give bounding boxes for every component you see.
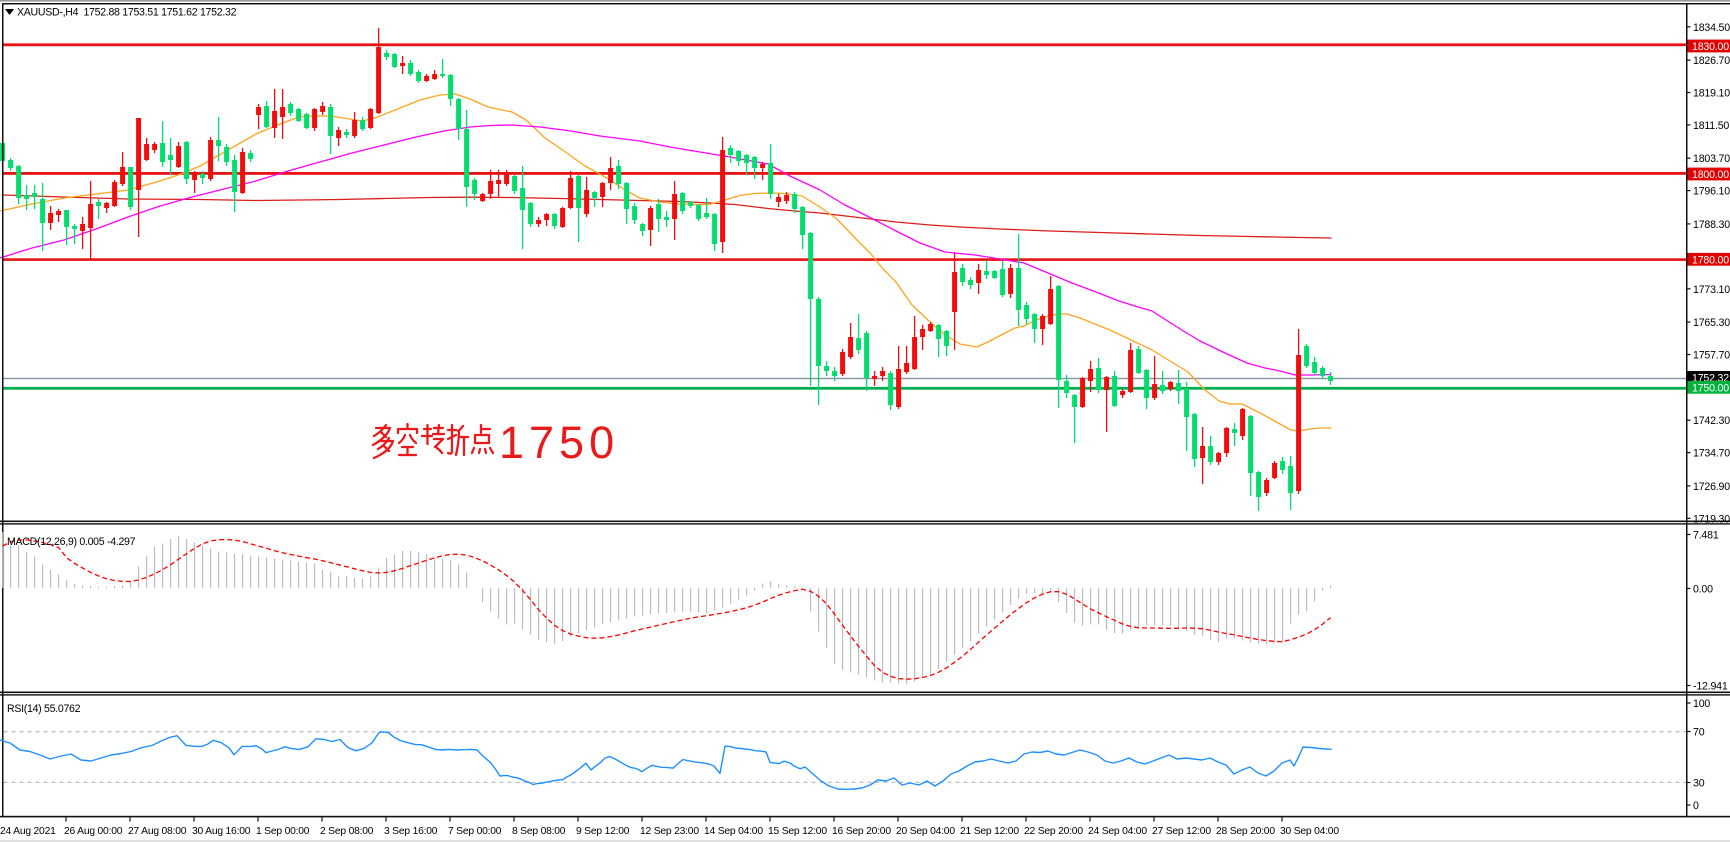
svg-text:8 Sep 08:00: 8 Sep 08:00 bbox=[512, 826, 566, 837]
svg-text:15 Sep 12:00: 15 Sep 12:00 bbox=[768, 826, 827, 837]
svg-text:1757.70: 1757.70 bbox=[1693, 350, 1730, 362]
svg-text:28 Sep 20:00: 28 Sep 20:00 bbox=[1216, 826, 1275, 837]
svg-text:1796.10: 1796.10 bbox=[1693, 186, 1730, 198]
svg-text:7.481: 7.481 bbox=[1693, 530, 1719, 542]
svg-text:1803.70: 1803.70 bbox=[1693, 153, 1730, 165]
svg-text:1780.00: 1780.00 bbox=[1692, 254, 1729, 266]
svg-text:1773.10: 1773.10 bbox=[1693, 284, 1730, 296]
svg-text:1800.00: 1800.00 bbox=[1692, 169, 1729, 181]
svg-text:1726.90: 1726.90 bbox=[1693, 481, 1730, 493]
svg-text:24 Aug 2021: 24 Aug 2021 bbox=[0, 826, 56, 837]
svg-text:1811.50: 1811.50 bbox=[1693, 120, 1729, 132]
svg-text:0.00: 0.00 bbox=[1693, 584, 1713, 596]
svg-text:7 Sep 00:00: 7 Sep 00:00 bbox=[448, 826, 502, 837]
svg-text:3 Sep 16:00: 3 Sep 16:00 bbox=[384, 826, 438, 837]
svg-text:1788.30: 1788.30 bbox=[1693, 219, 1730, 231]
svg-text:16 Sep 20:00: 16 Sep 20:00 bbox=[832, 826, 891, 837]
svg-text:9 Sep 12:00: 9 Sep 12:00 bbox=[576, 826, 630, 837]
svg-text:1826.70: 1826.70 bbox=[1693, 55, 1730, 67]
svg-text:30 Sep 04:00: 30 Sep 04:00 bbox=[1280, 826, 1339, 837]
svg-text:XAUUSD-,H4 1752.88 1753.51 17: XAUUSD-,H4 1752.88 1753.51 1751.62 1752.… bbox=[17, 7, 237, 19]
svg-text:27 Sep 12:00: 27 Sep 12:00 bbox=[1152, 826, 1211, 837]
svg-text:1765.30: 1765.30 bbox=[1693, 317, 1730, 329]
svg-text:1750.00: 1750.00 bbox=[1692, 382, 1729, 394]
svg-text:1734.70: 1734.70 bbox=[1693, 448, 1730, 460]
svg-text:21 Sep 12:00: 21 Sep 12:00 bbox=[960, 826, 1019, 837]
svg-text:14 Sep 04:00: 14 Sep 04:00 bbox=[704, 826, 763, 837]
svg-text:0: 0 bbox=[1693, 800, 1699, 812]
svg-text:1742.30: 1742.30 bbox=[1693, 415, 1730, 427]
svg-text:MACD(12,26,9) 0.005 -4.297: MACD(12,26,9) 0.005 -4.297 bbox=[7, 536, 136, 548]
svg-text:1750: 1750 bbox=[499, 417, 619, 468]
svg-text:RSI(14) 55.0762: RSI(14) 55.0762 bbox=[7, 703, 81, 715]
svg-text:12 Sep 23:00: 12 Sep 23:00 bbox=[640, 826, 699, 837]
svg-text:1834.50: 1834.50 bbox=[1693, 22, 1730, 34]
svg-text:1719.30: 1719.30 bbox=[1693, 513, 1730, 525]
svg-text:70: 70 bbox=[1693, 727, 1705, 739]
svg-text:24 Sep 04:00: 24 Sep 04:00 bbox=[1088, 826, 1147, 837]
svg-text:2 Sep 08:00: 2 Sep 08:00 bbox=[320, 826, 374, 837]
svg-text:27 Aug 08:00: 27 Aug 08:00 bbox=[128, 826, 187, 837]
svg-text:22 Sep 20:00: 22 Sep 20:00 bbox=[1024, 826, 1083, 837]
svg-text:100: 100 bbox=[1693, 698, 1710, 710]
svg-text:-12.941: -12.941 bbox=[1693, 681, 1728, 693]
svg-text:1 Sep 00:00: 1 Sep 00:00 bbox=[256, 826, 310, 837]
svg-text:20 Sep 04:00: 20 Sep 04:00 bbox=[896, 826, 955, 837]
svg-text:26 Aug 00:00: 26 Aug 00:00 bbox=[64, 826, 123, 837]
svg-text:1830.00: 1830.00 bbox=[1692, 41, 1729, 53]
svg-text:1819.10: 1819.10 bbox=[1693, 88, 1730, 100]
svg-text:30 Aug 16:00: 30 Aug 16:00 bbox=[192, 826, 251, 837]
svg-text:30: 30 bbox=[1693, 778, 1705, 790]
